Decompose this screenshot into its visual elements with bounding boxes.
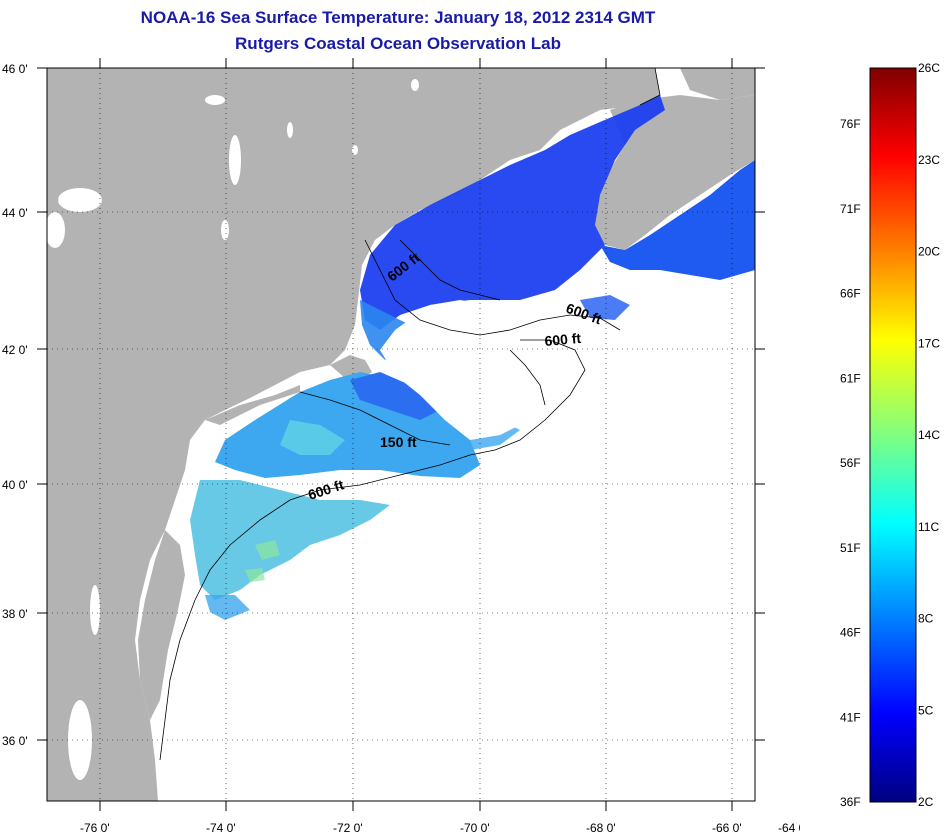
colorbar-celsius-label: 23C <box>918 153 940 167</box>
colorbar-celsius-label: 17C <box>918 336 940 350</box>
colorbar-fahrenheit-label: 76F <box>840 117 861 131</box>
land-us-coast <box>47 68 660 801</box>
lon-label-66: -66 0' <box>712 821 742 835</box>
land-nova-scotia <box>595 95 755 250</box>
temperature-colorbar: 26C 23C 20C 17C 14C 11C 8C 5C 2C 76F 71F 66F 61F 56F 5… <box>840 61 940 809</box>
colorbar-fahrenheit-label: 71F <box>840 202 861 216</box>
colorbar-celsius-label: 8C <box>918 612 934 626</box>
map-title: NOAA-16 Sea Surface Temperature: January… <box>140 8 656 27</box>
colorbar-celsius-label: 5C <box>918 703 934 717</box>
colorbar-fahrenheit-label: 61F <box>840 371 861 385</box>
lat-label-38: 38 0' <box>2 607 28 621</box>
land-delmarva <box>138 530 185 720</box>
lon-label-76: -76 0' <box>80 821 110 835</box>
lon-label-64: -64 0' <box>778 821 800 835</box>
colorbar-fahrenheit-label: 51F <box>840 541 861 555</box>
lat-label-46: 46 0' <box>2 62 28 76</box>
lon-label-74: -74 0' <box>206 821 236 835</box>
lon-label-72: -72 0' <box>333 821 363 835</box>
colorbar-celsius-label: 11C <box>918 520 939 534</box>
colorbar-fahrenheit-label: 46F <box>840 626 861 640</box>
land-cape-breton <box>680 68 755 100</box>
lakes <box>47 79 419 780</box>
lon-label-68: -68 0' <box>586 821 616 835</box>
lat-label-36: 36 0' <box>2 734 28 748</box>
sst-map: 600 ft 600 ft 600 ft 150 ft 600 ft 46 <box>2 58 800 835</box>
map-frame <box>46 67 756 802</box>
graticule <box>47 68 755 801</box>
bathymetry-contours <box>159 68 661 761</box>
colorbar-gradient <box>869 67 917 803</box>
land-long-island <box>205 385 300 425</box>
axis-ticks <box>37 58 765 811</box>
sst-data <box>190 95 755 620</box>
contour-label-600ft-c: 600 ft <box>544 330 582 349</box>
lat-label-40: 40 0' <box>2 478 28 492</box>
colorbar-celsius-label: 14C <box>918 428 940 442</box>
contour-label-150ft: 150 ft <box>380 434 417 450</box>
colorbar-celsius-label: 2C <box>918 795 934 809</box>
lon-label-70: -70 0' <box>460 821 490 835</box>
cloud-gap <box>380 300 620 440</box>
colorbar-celsius-label: 26C <box>918 61 940 75</box>
colorbar-fahrenheit-label: 56F <box>840 456 861 470</box>
colorbar-fahrenheit-label: 41F <box>840 710 861 724</box>
lat-label-42: 42 0' <box>2 343 28 357</box>
colorbar-celsius-label: 20C <box>918 245 940 259</box>
lat-label-44: 44 0' <box>2 206 28 220</box>
colorbar-fahrenheit-label: 36F <box>840 795 861 809</box>
colorbar-fahrenheit-label: 66F <box>840 287 861 301</box>
map-subtitle: Rutgers Coastal Ocean Observation Lab <box>235 34 561 53</box>
